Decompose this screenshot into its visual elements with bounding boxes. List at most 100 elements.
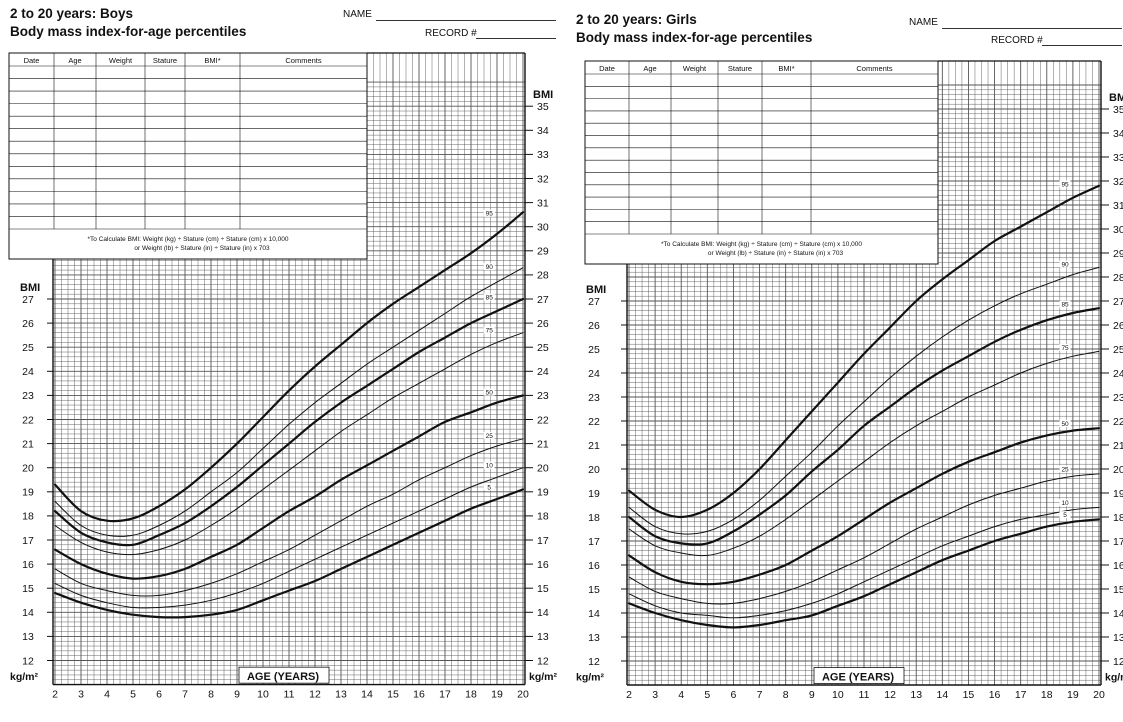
percentile-label-bg — [483, 388, 495, 396]
y-tick-label-right: 30 — [1113, 224, 1123, 236]
girls-bmi-chart-panel: 2 to 20 years: Girls Body mass index-for… — [566, 0, 1123, 722]
y-tick-label-left: 20 — [22, 463, 34, 475]
percentile-label-bg — [1059, 465, 1071, 473]
y-tick-label-left: 26 — [22, 318, 34, 330]
y-tick-label-right: 30 — [537, 222, 549, 234]
percentile-label-90: 90 — [486, 264, 494, 271]
y-tick-label-right: 14 — [1113, 608, 1123, 620]
y-tick-label-bg — [580, 655, 606, 667]
y-tick-label-right: 15 — [1113, 584, 1123, 596]
y-tick-label-right: 27 — [1113, 296, 1123, 308]
y-tick-label-bg — [580, 439, 606, 451]
y-tick-label-left: 22 — [22, 414, 34, 426]
y-tick-label-right: 26 — [537, 318, 549, 330]
percentile-label-bg — [483, 293, 495, 301]
unit-label-left: kg/m² — [10, 671, 39, 683]
name-field[interactable] — [942, 28, 1122, 29]
y-tick-label-left: 12 — [22, 655, 34, 667]
y-tick-label-right: 33 — [537, 149, 549, 161]
y-tick-label-bg — [580, 463, 606, 475]
percentile-label-bg — [1059, 180, 1071, 188]
y-tick-label-bg — [580, 319, 606, 331]
chart-title: Body mass index-for-age percentiles — [10, 24, 247, 39]
y-tick-label-left: 23 — [588, 392, 600, 404]
percentile-label-bg — [483, 326, 495, 334]
y-tick-label-left: 21 — [588, 440, 600, 452]
table-header: Comments — [856, 64, 893, 73]
record-table — [8, 52, 368, 260]
percentile-label-bg — [483, 461, 495, 469]
bmi-axis-label-left: BMI — [20, 282, 40, 294]
y-tick-label-right: 23 — [1113, 392, 1123, 404]
y-tick-label-left: 27 — [588, 296, 600, 308]
record-field[interactable] — [476, 38, 556, 39]
y-tick-label-bg — [14, 534, 40, 546]
unit-label-left: kg/m² — [576, 672, 605, 684]
boys-bmi-chart-panel: 2 to 20 years: Boys Body mass index-for-… — [0, 0, 560, 722]
y-tick-label-right: 19 — [1113, 488, 1123, 500]
x-tick-label: 2 — [52, 689, 58, 701]
x-axis-title: AGE (YEARS) — [822, 672, 894, 684]
y-tick-label-left: 19 — [22, 487, 34, 499]
y-tick-label-bg — [14, 582, 40, 595]
y-tick-label-right: 27 — [537, 294, 549, 306]
x-tick-label: 2 — [626, 689, 632, 701]
percentile-curve-25 — [54, 438, 524, 597]
x-axis-title-bg — [238, 666, 330, 684]
y-tick-label-right: 15 — [537, 583, 549, 595]
x-tick-label: 16 — [413, 689, 425, 701]
table-header: Comments — [285, 56, 322, 65]
y-tick-label-right: 25 — [1113, 344, 1123, 356]
y-tick-label-right: 20 — [537, 463, 549, 475]
percentile-label-75: 75 — [486, 328, 494, 335]
y-tick-label-right: 22 — [537, 414, 549, 426]
y-tick-label-bg — [14, 293, 40, 305]
percentile-label-5: 5 — [1063, 512, 1067, 519]
y-tick-label-right: 23 — [537, 390, 549, 402]
y-tick-label-right: 28 — [537, 270, 549, 282]
x-tick-label: 11 — [284, 689, 295, 701]
record-field[interactable] — [1042, 45, 1122, 46]
y-tick-label-left: 21 — [22, 438, 34, 450]
chart-title: Body mass index-for-age percentiles — [576, 30, 813, 45]
percentile-label-50: 50 — [486, 390, 494, 397]
x-tick-label: 9 — [234, 689, 240, 701]
y-tick-label-left: 15 — [588, 584, 600, 596]
y-tick-label-left: 17 — [22, 535, 34, 547]
y-tick-label-bg — [14, 509, 40, 522]
x-tick-label: 15 — [963, 689, 975, 701]
y-tick-label-right: 25 — [537, 342, 549, 354]
y-tick-label-right: 24 — [1113, 368, 1123, 380]
percentile-label-bg — [1059, 343, 1071, 351]
percentile-curve-95 — [627, 184, 1101, 519]
table-header: Stature — [153, 56, 177, 65]
y-tick-label-right: 33 — [1113, 152, 1123, 164]
percentile-curve-50 — [53, 394, 525, 580]
record-table — [584, 60, 939, 265]
y-tick-label-right: 22 — [1113, 416, 1123, 428]
table-header: BMI* — [204, 56, 220, 65]
percentile-label-5: 5 — [487, 484, 491, 491]
x-tick-label: 13 — [910, 689, 922, 701]
name-field[interactable] — [376, 20, 556, 21]
percentile-label-50: 50 — [1061, 421, 1069, 428]
bmi-chart-svg: Date Age Weight Stature BMI* Comments *To Calc… — [8, 52, 560, 701]
y-tick-label-left: 24 — [588, 368, 600, 380]
y-tick-label-left: 16 — [588, 560, 600, 572]
percentile-label-10: 10 — [1061, 500, 1069, 507]
x-tick-label: 14 — [361, 689, 373, 701]
table-header: Date — [24, 56, 40, 65]
y-tick-label-bg — [580, 535, 606, 547]
x-tick-label: 3 — [652, 689, 658, 701]
y-tick-label-bg — [14, 317, 40, 330]
percentile-label-bg — [1059, 499, 1071, 507]
y-tick-label-left: 16 — [22, 559, 34, 571]
bmi-chart-svg: Date Age Weight Stature BMI* Comments *To Calc… — [574, 60, 1123, 701]
unit-label-bg — [8, 668, 48, 683]
y-tick-label-bg — [14, 558, 40, 571]
bmi-formula-line-1: *To Calculate BMI: Weight (kg) ÷ Stature… — [88, 236, 289, 243]
percentile-label-bg — [1059, 511, 1071, 519]
y-tick-label-bg — [580, 511, 606, 523]
percentile-label-25: 25 — [486, 433, 494, 440]
bmi-formula-line-2: or Weight (lb) ÷ Stature (in) ÷ Stature … — [708, 250, 844, 257]
